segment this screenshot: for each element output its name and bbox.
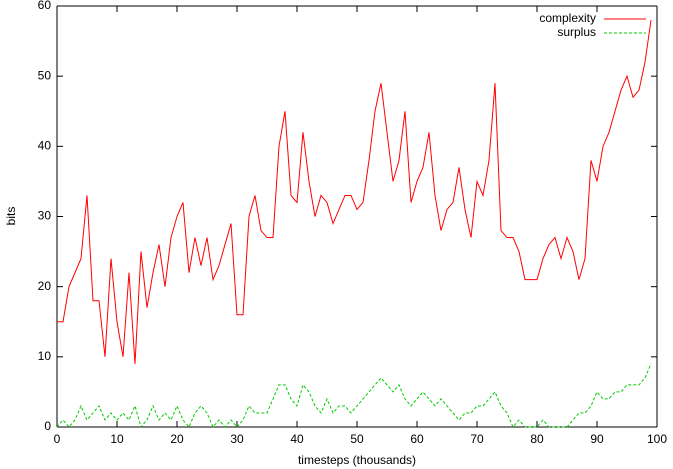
y-tick-label: 0 <box>44 419 51 433</box>
x-tick-label: 40 <box>290 432 304 446</box>
x-tick-label: 100 <box>647 432 667 446</box>
y-tick-label: 20 <box>38 279 52 293</box>
y-axis-label: bits <box>4 207 18 226</box>
x-tick-label: 30 <box>230 432 244 446</box>
y-tick-label: 60 <box>38 0 52 12</box>
x-tick-label: 10 <box>110 432 124 446</box>
legend-label: complexity <box>539 11 596 25</box>
legend-label: surplus <box>557 25 596 39</box>
x-tick-label: 90 <box>590 432 604 446</box>
x-tick-label: 60 <box>410 432 424 446</box>
x-tick-label: 0 <box>54 432 61 446</box>
y-tick-label: 50 <box>38 68 52 82</box>
data-line <box>57 19 652 364</box>
y-tick-label: 40 <box>38 139 52 153</box>
plot-frame <box>56 5 658 428</box>
y-tick-label: 10 <box>38 349 52 363</box>
x-tick-label: 70 <box>470 432 484 446</box>
y-tick-label: 30 <box>38 209 52 223</box>
x-tick-label: 80 <box>530 432 544 446</box>
x-tick-label: 50 <box>350 432 364 446</box>
x-tick-label: 20 <box>170 432 184 446</box>
x-axis-label: timesteps (thousands) <box>298 453 416 467</box>
data-line <box>56 363 652 429</box>
